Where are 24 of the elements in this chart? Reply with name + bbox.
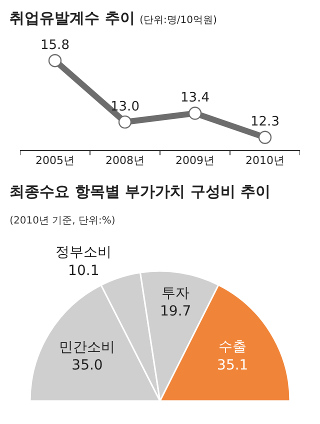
slice-label: 민간소비 [59, 339, 116, 356]
data-label: 35.1 [217, 357, 248, 374]
data-label: 12.3 [250, 114, 280, 130]
data-label: 13.4 [180, 90, 210, 106]
x-tick-label: 2009년 [176, 154, 214, 168]
data-label: 13.0 [110, 99, 140, 114]
chart-title: 취업유발계수 추이 [10, 9, 135, 28]
data-label: 15.8 [40, 38, 70, 53]
point [258, 130, 272, 144]
point [118, 115, 132, 129]
data-label: 10.1 [68, 262, 100, 279]
chart-subtitle: (2010년 기준, 단위:%) [10, 215, 116, 226]
data-label: 19.7 [160, 304, 192, 320]
slice-label: 투자 [162, 286, 190, 302]
slice-label: 정부소비 [56, 244, 112, 261]
x-tick-label: 2010년 [246, 154, 284, 168]
slice-label: 수출 [218, 339, 247, 356]
data-label: 35.0 [72, 357, 103, 374]
x-tick-label: 2008년 [106, 154, 144, 168]
chart-title: 최종수요 항목별 부가가치 구성비 추이 [10, 182, 270, 200]
point [48, 54, 62, 68]
point [188, 106, 202, 120]
chart-subtitle: (단위:명/10억원) [140, 15, 217, 26]
x-tick-label: 2005년 [36, 154, 74, 168]
